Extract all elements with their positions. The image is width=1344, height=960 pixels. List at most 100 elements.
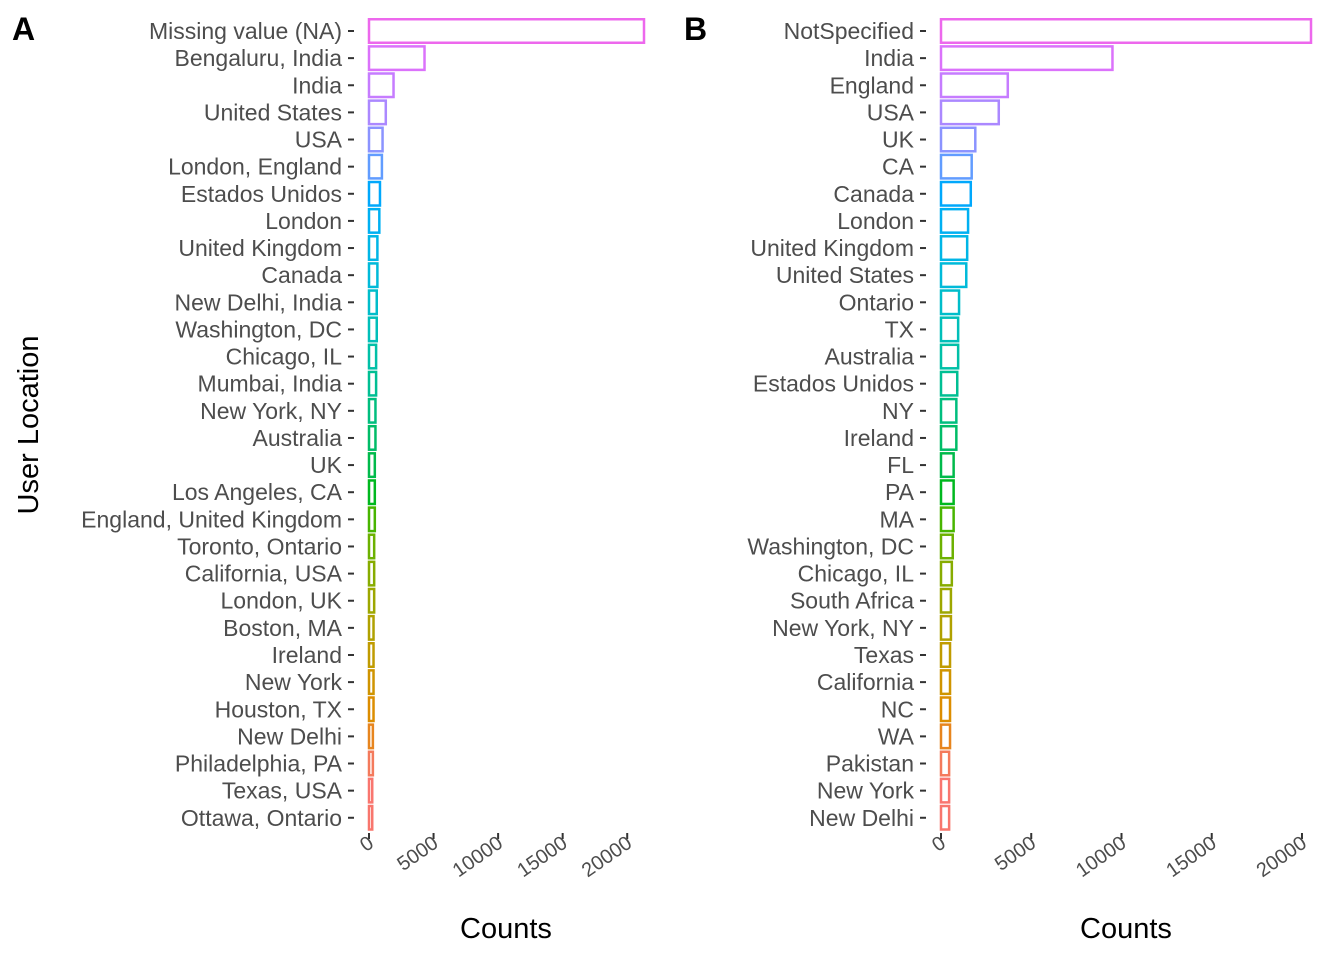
bar — [367, 99, 388, 126]
category-label: Estados Unidos — [753, 371, 914, 397]
bar — [939, 533, 954, 560]
bar — [367, 207, 381, 234]
bar — [367, 397, 377, 424]
bar — [939, 777, 951, 804]
panel-a-tag: A — [12, 11, 35, 47]
bar — [367, 452, 377, 479]
category-label: London, England — [168, 154, 342, 180]
x-tick-label: 0 — [928, 832, 950, 856]
bar — [367, 289, 378, 316]
bar — [367, 262, 379, 289]
bar — [939, 614, 953, 641]
bar — [367, 533, 376, 560]
bar — [939, 316, 960, 343]
category-label: MA — [880, 506, 915, 532]
x-tick-label: 0 — [356, 832, 378, 856]
bar — [367, 479, 377, 506]
category-label: New York — [817, 778, 915, 804]
category-label: Estados Unidos — [181, 181, 342, 207]
category-label: New York, NY — [200, 398, 342, 424]
category-label: United States — [776, 262, 914, 288]
category-label: Canada — [261, 262, 342, 288]
category-label: Ireland — [272, 642, 342, 668]
bar — [939, 370, 959, 397]
category-label: Ottawa, Ontario — [181, 805, 342, 831]
bar — [367, 370, 378, 397]
category-label: NotSpecified — [784, 18, 914, 44]
category-label: PA — [885, 479, 915, 505]
bar — [939, 804, 951, 831]
panel-a-x-axis-title: Counts — [460, 913, 552, 945]
category-label: Philadelphia, PA — [175, 751, 343, 777]
bar — [939, 45, 1114, 72]
category-label: Washington, DC — [747, 533, 914, 559]
category-label: NC — [881, 696, 914, 722]
y-axis-title: User Location — [13, 336, 45, 515]
category-label: New York — [245, 669, 343, 695]
category-label: London — [265, 208, 342, 234]
category-label: TX — [885, 316, 914, 342]
panel-b-bars — [939, 18, 1313, 831]
category-label: India — [292, 72, 342, 98]
bar — [367, 343, 378, 370]
bar — [939, 669, 952, 696]
x-tick-label: 15000 — [1162, 832, 1220, 882]
bar — [939, 126, 977, 153]
bar — [939, 262, 968, 289]
category-label: USA — [867, 99, 915, 125]
bar — [367, 614, 375, 641]
category-label: Texas, USA — [222, 778, 343, 804]
bar — [939, 641, 952, 668]
category-label: South Africa — [790, 588, 914, 614]
category-label: CA — [882, 154, 915, 180]
x-tick-label: 20000 — [578, 832, 636, 882]
category-label: Boston, MA — [223, 615, 343, 641]
bar — [367, 587, 376, 614]
bar — [367, 506, 377, 533]
panel-b-x-axis-title: Counts — [1080, 913, 1172, 945]
category-label: United States — [204, 99, 342, 125]
bar — [367, 18, 646, 44]
category-label: New York, NY — [772, 615, 914, 641]
category-label: India — [864, 45, 914, 71]
panel-a: A Missing value (NA)Bengaluru, IndiaIndi… — [12, 11, 646, 945]
category-label: Canada — [833, 181, 914, 207]
panel-a-bars — [367, 18, 646, 831]
panel-b-tag: B — [684, 11, 707, 47]
bar — [939, 397, 958, 424]
category-label: Los Angeles, CA — [172, 479, 343, 505]
category-label: Houston, TX — [215, 696, 342, 722]
x-tick-label: 5000 — [991, 832, 1040, 876]
bar — [939, 180, 973, 207]
category-label: New Delhi — [809, 805, 914, 831]
category-label: United Kingdom — [750, 235, 914, 261]
x-tick-label: 15000 — [513, 832, 571, 882]
category-label: Missing value (NA) — [149, 18, 342, 44]
bar — [367, 153, 384, 180]
category-label: Ireland — [844, 425, 914, 451]
category-label: Texas — [854, 642, 914, 668]
panel-a-x-ticks: 0 5000 10000 15000 20000 — [356, 832, 636, 882]
bar — [367, 72, 395, 99]
category-label: Washington, DC — [175, 316, 342, 342]
category-label: Toronto, Ontario — [177, 533, 342, 559]
bar — [939, 560, 954, 587]
category-label: USA — [295, 127, 343, 153]
category-label: London, UK — [221, 588, 343, 614]
bar — [367, 235, 379, 262]
bar — [367, 424, 377, 451]
category-label: UK — [310, 452, 343, 478]
category-label: Australia — [825, 344, 915, 370]
bar — [367, 45, 426, 72]
bar — [367, 180, 382, 207]
bar — [939, 153, 973, 180]
category-label: Australia — [253, 425, 343, 451]
category-label: London — [837, 208, 914, 234]
bar — [939, 72, 1010, 99]
panel-b-x-ticks: 0 5000 10000 15000 20000 — [928, 832, 1311, 882]
bar — [939, 18, 1313, 44]
category-label: Mumbai, India — [198, 371, 343, 397]
category-label: WA — [878, 723, 915, 749]
bar — [939, 452, 955, 479]
bar — [939, 235, 969, 262]
